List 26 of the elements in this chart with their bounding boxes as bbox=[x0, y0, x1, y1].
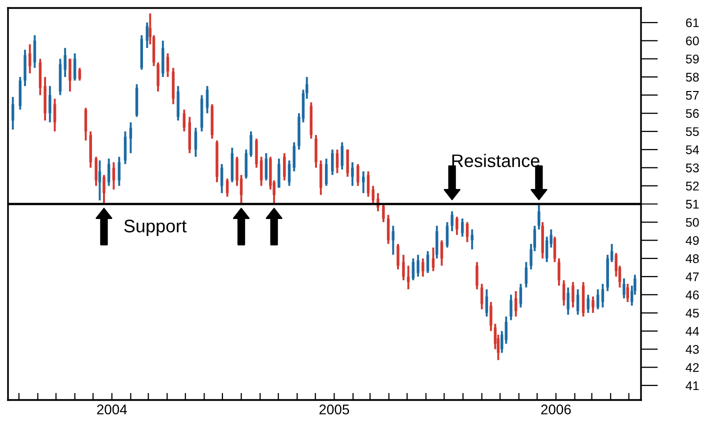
x-tick-label: 2005 bbox=[319, 404, 350, 414]
y-tick-label: 54 bbox=[686, 145, 699, 154]
y-tick-label: 51 bbox=[686, 200, 699, 209]
y-tick-label: 44 bbox=[686, 326, 699, 336]
annotation: Resistance bbox=[452, 154, 540, 168]
x-tick-label: 2004 bbox=[97, 404, 127, 414]
y-tick-label: 46 bbox=[686, 290, 699, 300]
annotation: Support bbox=[124, 220, 187, 236]
y-tick-label: 47 bbox=[686, 272, 699, 282]
y-tick-label: 50 bbox=[686, 218, 699, 227]
y-tick-label: 60 bbox=[686, 36, 699, 46]
y-tick-label: 53 bbox=[686, 164, 699, 172]
x-tick-label: 2006 bbox=[541, 404, 571, 414]
y-tick-label: 61 bbox=[686, 18, 699, 28]
y-tick-label: 49 bbox=[686, 236, 699, 245]
y-tick-label: 42 bbox=[686, 363, 699, 372]
y-tick-label: 45 bbox=[686, 308, 699, 318]
y-tick-label: 41 bbox=[686, 381, 699, 390]
y-tick-label: 59 bbox=[686, 54, 699, 64]
y-tick-label: 55 bbox=[686, 127, 699, 136]
y-tick-label: 52 bbox=[686, 182, 699, 191]
y-tick-label: 56 bbox=[686, 109, 699, 118]
y-tick-label: 57 bbox=[686, 91, 699, 100]
y-tick-label: 43 bbox=[686, 344, 699, 354]
y-tick-label: 48 bbox=[686, 254, 699, 264]
y-tick-label: 58 bbox=[686, 72, 699, 82]
